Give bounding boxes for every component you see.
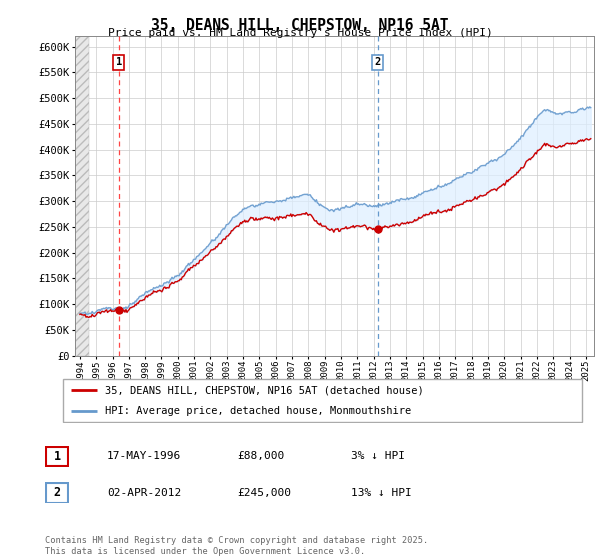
Text: 2: 2 bbox=[53, 486, 61, 500]
Text: HPI: Average price, detached house, Monmouthshire: HPI: Average price, detached house, Monm… bbox=[104, 405, 411, 416]
Text: 35, DEANS HILL, CHEPSTOW, NP16 5AT (detached house): 35, DEANS HILL, CHEPSTOW, NP16 5AT (deta… bbox=[104, 385, 424, 395]
Text: 3% ↓ HPI: 3% ↓ HPI bbox=[351, 451, 405, 461]
Text: Contains HM Land Registry data © Crown copyright and database right 2025.
This d: Contains HM Land Registry data © Crown c… bbox=[45, 536, 428, 556]
FancyBboxPatch shape bbox=[46, 447, 68, 466]
Text: 17-MAY-1996: 17-MAY-1996 bbox=[107, 451, 181, 461]
Text: Price paid vs. HM Land Registry's House Price Index (HPI): Price paid vs. HM Land Registry's House … bbox=[107, 28, 493, 38]
Text: 1: 1 bbox=[116, 57, 122, 67]
Text: 2: 2 bbox=[374, 57, 381, 67]
Text: 02-APR-2012: 02-APR-2012 bbox=[107, 488, 181, 498]
Text: 35, DEANS HILL, CHEPSTOW, NP16 5AT: 35, DEANS HILL, CHEPSTOW, NP16 5AT bbox=[151, 18, 449, 33]
FancyBboxPatch shape bbox=[46, 483, 68, 502]
Text: 1: 1 bbox=[53, 450, 61, 463]
FancyBboxPatch shape bbox=[62, 379, 583, 422]
Text: 13% ↓ HPI: 13% ↓ HPI bbox=[351, 488, 412, 498]
Text: £245,000: £245,000 bbox=[237, 488, 291, 498]
Polygon shape bbox=[75, 36, 89, 356]
Text: £88,000: £88,000 bbox=[237, 451, 284, 461]
